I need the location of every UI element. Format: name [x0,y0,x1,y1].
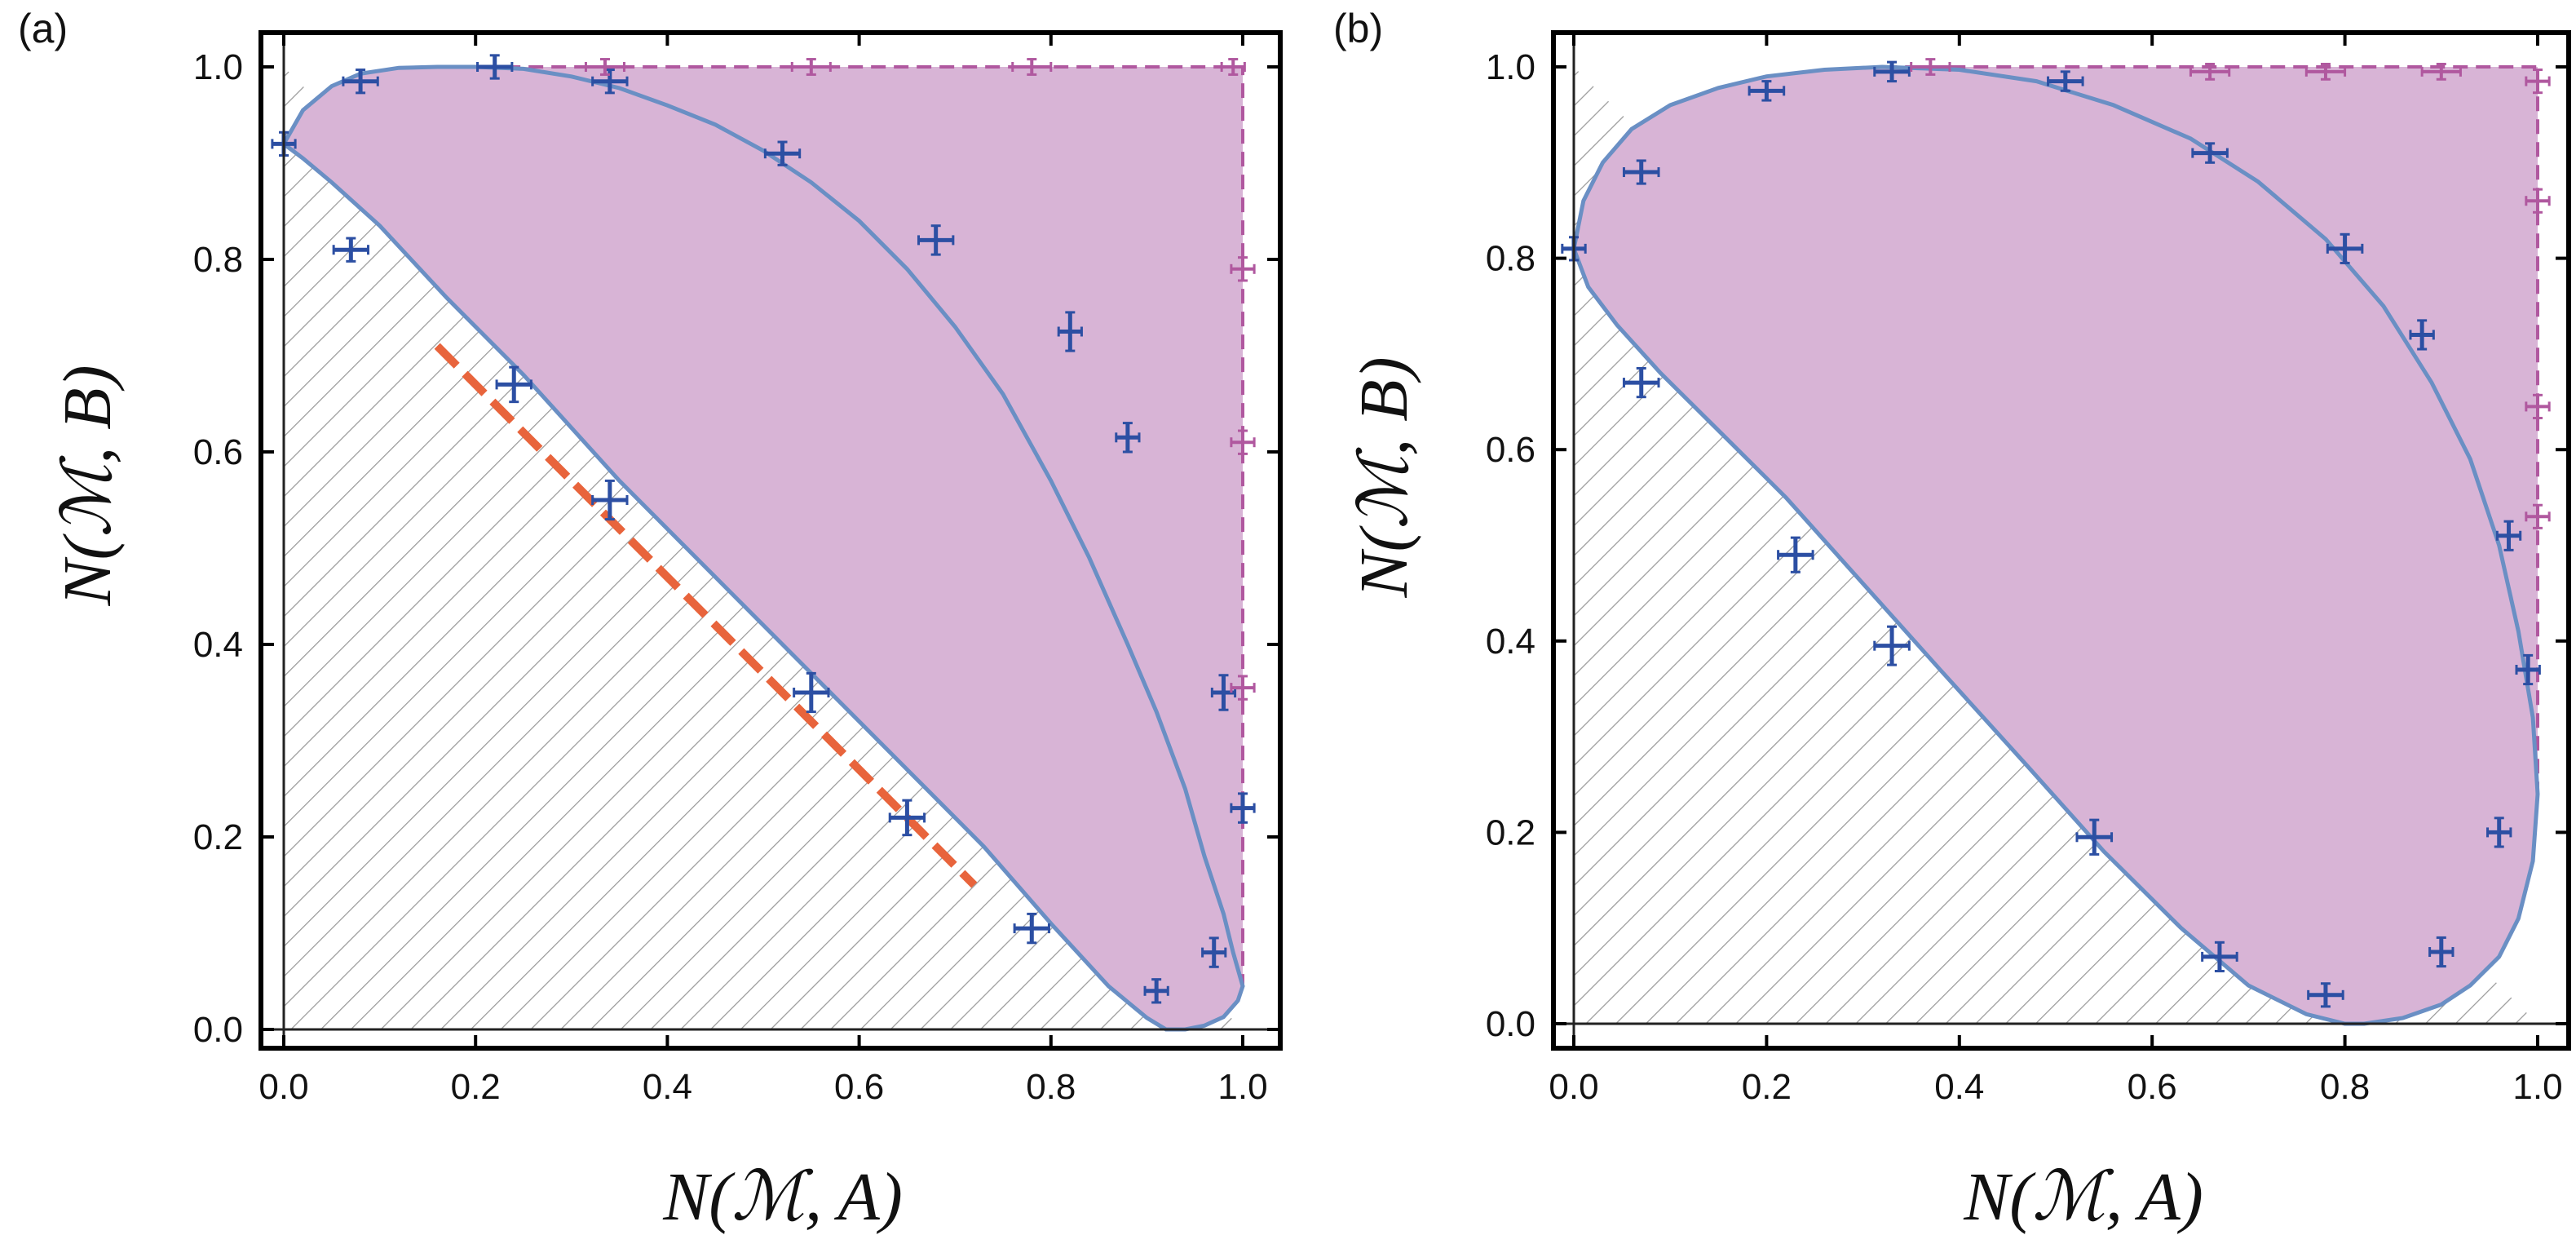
panel-b-plot-area [1551,30,2571,1051]
panel-a-blue-point [793,671,830,714]
panel-a-blue-point [342,69,379,95]
panel-a-blue-point [332,237,369,263]
panel-b-y-axis-label: N(ℳ, B) [1346,356,1422,598]
panel-a-magenta-point [1230,675,1256,701]
panel-b-magenta-point [2525,69,2551,95]
panel-a-ticks: 0.0 0.2 0.4 0.6 0.8 1.0 0.0 0.2 0.4 0.6 0.8 1.0 [193,33,1280,1107]
panel-b-series-magenta [1910,58,2551,529]
panel-a-x-tick-label: 0.4 [643,1067,692,1107]
panel-a-label: (a) [18,6,68,51]
panel-b-blue-point [1748,80,1786,102]
panel-a-magenta-point [1230,256,1256,282]
panel-b-region-fill [1574,67,2538,1024]
panel-b-ticks: 0.0 0.2 0.4 0.6 0.8 1.0 0.0 0.2 0.4 0.6 0.8 1.0 [1486,33,2569,1107]
panel-b-corner-dashed-line [1882,65,2539,795]
panel-a-x-tick-label: 0.2 [451,1067,501,1107]
panel-b-frame [1551,30,2571,1051]
panel-a-y-tick-label: 0.6 [193,432,243,472]
panel-a-frame [258,30,1283,1051]
panel-b-blue-point [2326,232,2364,264]
panel-a-blue-point [1057,311,1083,352]
panel-a-y-axis-label: N(ℳ, B) [50,365,126,606]
panel-b-blue-point [2409,319,2435,351]
panel-a-magenta-point [1220,58,1246,76]
panel-b-y-tick-label: 0.6 [1486,430,1535,470]
panel-b-y-tick-label: 1.0 [1486,47,1535,87]
panel-b-blue-point [1873,625,1911,666]
panel-a-blue-point [591,479,629,521]
panel-b-magenta-point [2189,62,2231,81]
panel-b-blue-point [2495,520,2522,551]
panel-a-dashed-line [434,343,978,888]
panel-a-y-tick-label: 1.0 [193,47,243,87]
panel-a-blue-point [1201,936,1227,968]
panel-b-label: (b) [1333,6,1383,51]
panel-b-x-tick-label: 1.0 [2512,1067,2562,1107]
panel-b-x-tick-label: 0.4 [1934,1067,1984,1107]
panel-b-magenta-point [2525,188,2551,214]
panel-b-x-tick-label: 0.0 [1549,1067,1598,1107]
panel-a-magenta-point [584,58,625,76]
panel-a: (a) 0.0 0.2 0.4 0.6 0.8 1.0 0.0 0.2 0.4 0.6 0.8 1.0… [18,6,1283,1235]
panel-b-corner-fill [1882,67,2538,795]
panel-a-y-tick-label: 0.4 [193,625,243,665]
panel-b-blue-point [1622,159,1660,185]
panel-b-x-tick-label: 0.6 [2128,1067,2177,1107]
panel-a-blue-point [476,54,514,80]
panel-a-x-axis-label: N(ℳ, A) [662,1159,903,1235]
panel-a-x-tick-label: 0.6 [834,1067,884,1107]
panel-a-y-tick-label: 0.2 [193,817,243,857]
panel-b-y-tick-label: 0.8 [1486,239,1535,279]
panel-a-magenta-point [790,58,832,76]
panel-b-x-axis-label: N(ℳ, A) [1963,1159,2203,1235]
panel-a-blue-point [1143,978,1169,1004]
panel-b: (b) 0.0 0.2 0.4 0.6 0.8 1.0 0.0 0.2 0.4 0.6 0.8 1.0… [1333,6,2571,1235]
panel-b-x-tick-label: 0.2 [1742,1067,1792,1107]
panel-b-blue-point [2075,818,2114,856]
panel-a-blue-point [495,365,532,404]
panel-a-y-tick-label: 0.0 [193,1010,243,1050]
panel-a-blue-point [1115,422,1141,454]
panel-b-blue-point [2191,142,2229,164]
panel-a-blue-point [1013,912,1050,945]
panel-b-blue-point [2428,936,2454,968]
panel-b-series-blue [1561,60,2541,1008]
panel-b-blue-point [2201,941,2238,972]
panel-a-blue-point [763,140,802,166]
panel-b-magenta-point [2304,62,2347,81]
panel-a-boundary-curve [281,64,1245,1032]
panel-a-blue-point [1230,792,1256,824]
panel-b-magenta-point [1910,58,1951,76]
panel-b-blue-point [2486,817,2512,848]
panel-a-blue-point [888,799,926,837]
panel-b-x-tick-label: 0.8 [2320,1067,2370,1107]
panel-b-blue-point [1873,60,1911,83]
panel-a-series-magenta [584,58,1256,701]
panel-a-corner-fill [437,67,1243,986]
panel-b-blue-point [1622,366,1660,399]
panel-a-blue-point [917,224,955,256]
panel-a-y-tick-label: 0.8 [193,240,243,280]
panel-a-plot-area [258,30,1283,1051]
panel-a-x-tick-label: 1.0 [1217,1067,1267,1107]
panel-a-region-fill [284,67,1243,1029]
panel-b-magenta-point [2420,62,2462,81]
panel-b-magenta-point [2525,393,2551,419]
panel-b-y-tick-label: 0.4 [1486,622,1535,662]
panel-b-blue-point [2047,70,2084,92]
panel-a-magenta-point [1011,58,1053,76]
panel-b-magenta-point [2525,503,2551,529]
panel-b-boundary-curve [1571,64,2540,1026]
panel-b-blue-point [2307,982,2344,1008]
panel-a-x-tick-label: 0.8 [1026,1067,1076,1107]
panel-b-blue-point [1777,536,1814,573]
panel-b-y-tick-label: 0.0 [1486,1004,1535,1044]
panel-a-x-tick-label: 0.0 [258,1067,308,1107]
panel-b-y-tick-label: 0.2 [1486,812,1535,852]
panel-a-magenta-point [1230,429,1256,455]
panel-b-blue-point [2515,653,2541,686]
